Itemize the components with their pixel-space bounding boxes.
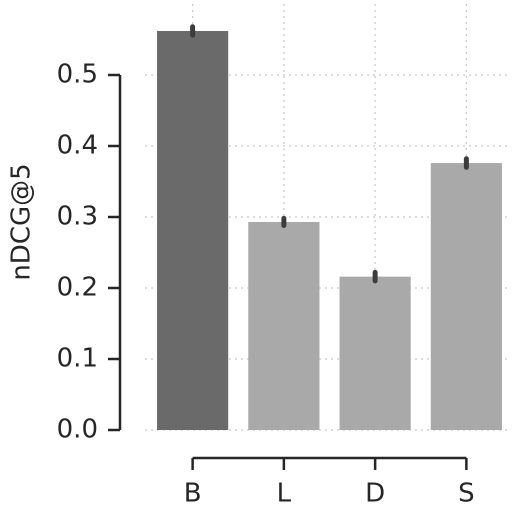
bar bbox=[339, 276, 411, 430]
y-tick-label: 0.4 bbox=[57, 131, 98, 161]
y-axis-label: nDCG@5 bbox=[7, 163, 37, 280]
bar bbox=[248, 221, 320, 430]
x-tick-label: S bbox=[458, 479, 475, 509]
y-tick-label: 0.3 bbox=[57, 202, 98, 232]
x-tick-label: L bbox=[277, 479, 292, 509]
y-tick-label: 0.2 bbox=[57, 273, 98, 303]
y-tick-label: 0.5 bbox=[57, 60, 98, 90]
y-tick-label: 0.1 bbox=[57, 344, 98, 374]
x-tick-label: B bbox=[184, 479, 202, 509]
bar bbox=[157, 30, 229, 430]
bar bbox=[430, 163, 502, 431]
x-tick-label: D bbox=[365, 479, 385, 509]
y-tick-label: 0.0 bbox=[57, 415, 98, 445]
